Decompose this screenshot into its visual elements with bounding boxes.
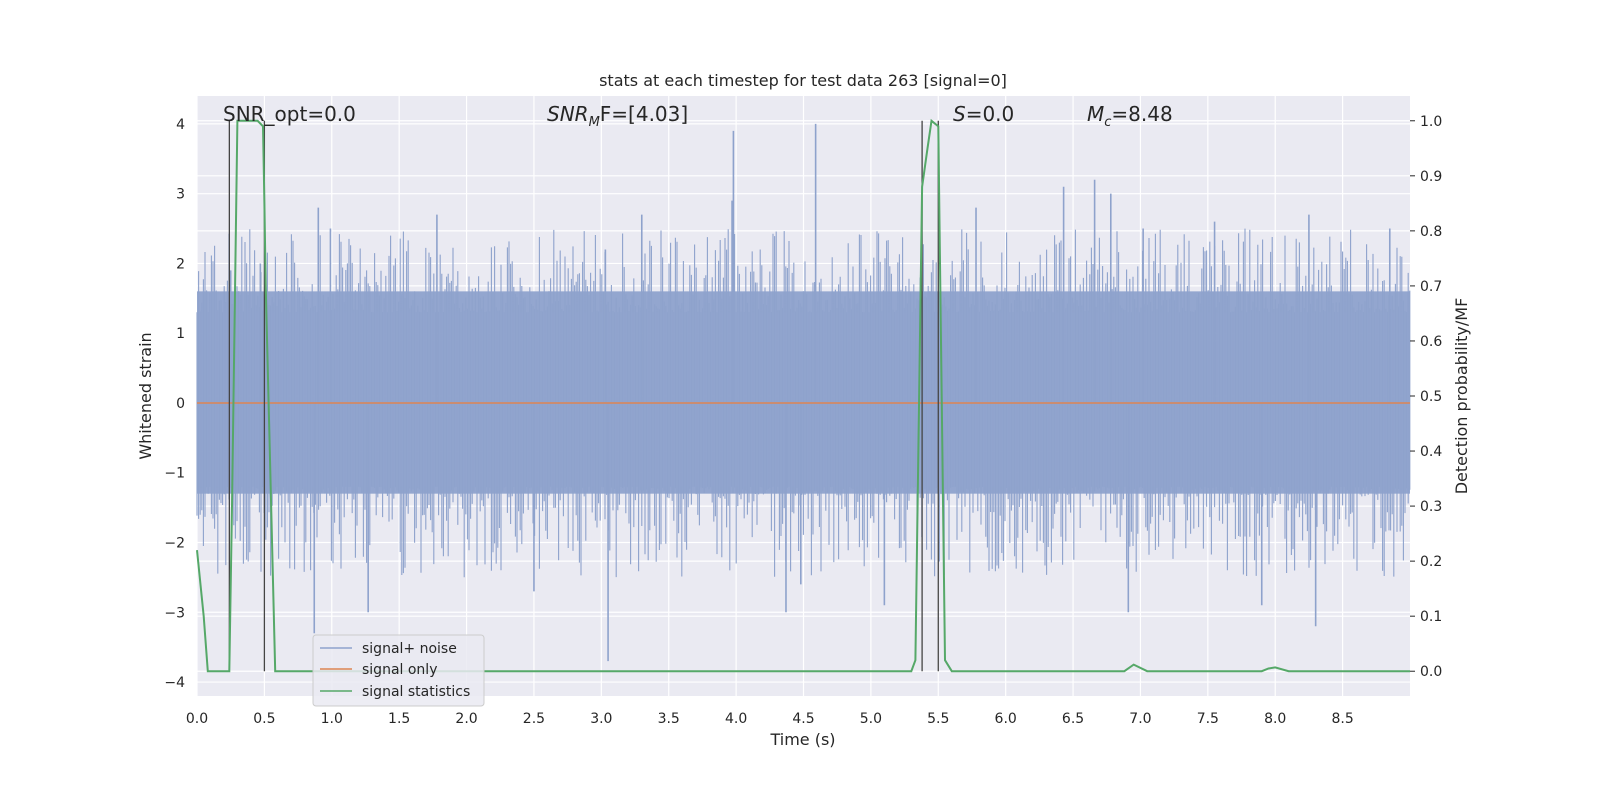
annotation-snr-mf-main: SNR xyxy=(547,102,589,126)
x-tick-label: 1.5 xyxy=(388,711,410,727)
y-axis-label: Whitened strain xyxy=(136,332,155,459)
y-tick-label: −3 xyxy=(164,605,185,621)
y-tick-labels: −4 −3 −2 −1 0 1 2 3 4 xyxy=(164,117,185,691)
annotation-s: S=0.0 xyxy=(953,102,1014,126)
y-tick-label: 0 xyxy=(176,396,185,412)
y-tick-label: −4 xyxy=(164,675,185,691)
annotation-s-rest: =0.0 xyxy=(966,102,1015,126)
legend-label-signal-statistics: signal statistics xyxy=(362,684,470,700)
y-right-tick-label: 0.5 xyxy=(1420,389,1442,405)
noise-trace xyxy=(196,228,1411,578)
x-tick-label: 6.0 xyxy=(995,711,1017,727)
annotation-mc: Mc=8.48 xyxy=(1087,102,1173,130)
x-tick-label: 0.5 xyxy=(253,711,275,727)
annotation-snr-mf: SNRMF=[4.03] xyxy=(547,102,688,130)
annotation-snr-mf-sub: M xyxy=(589,115,600,130)
y-right-tick-labels: 0.0 0.1 0.2 0.3 0.4 0.5 0.6 0.7 0.8 0.9 1.0 xyxy=(1410,114,1442,680)
x-tick-label: 1.0 xyxy=(321,711,343,727)
signal-statistics-line xyxy=(196,118,1410,673)
x-tick-label: 0.0 xyxy=(186,711,208,727)
y-right-tick-label: 0.8 xyxy=(1420,224,1442,240)
annotation-mc-main: M xyxy=(1087,102,1104,126)
y-right-tick-label: 0.9 xyxy=(1420,169,1442,185)
y-tick-label: 2 xyxy=(176,256,185,272)
signal-statistics-series xyxy=(196,118,1410,673)
x-tick-label: 5.5 xyxy=(927,711,949,727)
x-tick-label: 4.5 xyxy=(792,711,814,727)
annotation-snr-opt: SNR_opt=0.0 xyxy=(223,102,356,126)
legend: signal+ noise signal only signal statist… xyxy=(312,634,485,707)
legend-label-signal-noise: signal+ noise xyxy=(362,641,457,657)
x-tick-labels: 0.0 0.5 1.0 1.5 2.0 2.5 3.0 3.5 4.0 4.5 5.0 5.5 6.0 6… xyxy=(186,711,1354,727)
y-right-tick-label: 0.4 xyxy=(1420,444,1442,460)
legend-box xyxy=(312,634,485,707)
x-tick-label: 8.5 xyxy=(1331,711,1353,727)
y-tick-label: 1 xyxy=(176,326,185,342)
x-tick-label: 7.0 xyxy=(1129,711,1151,727)
x-tick-label: 7.5 xyxy=(1197,711,1219,727)
y-right-tick-label: 0.1 xyxy=(1420,609,1442,625)
signal-noise-series xyxy=(196,123,1411,662)
annotation-mc-rest: =8.48 xyxy=(1111,102,1172,126)
x-axis-label: Time (s) xyxy=(769,730,835,749)
x-tick-label: 6.5 xyxy=(1062,711,1084,727)
x-tick-label: 5.0 xyxy=(860,711,882,727)
y-right-tick-label: 1.0 xyxy=(1420,114,1442,130)
x-tick-label: 3.0 xyxy=(590,711,612,727)
legend-label-signal-only: signal only xyxy=(362,662,437,678)
y-right-tick-label: 0.3 xyxy=(1420,499,1442,515)
y-right-tick-label: 0.2 xyxy=(1420,554,1442,570)
annotation-snr-mf-rest: F=[4.03] xyxy=(600,102,688,126)
y-right-tick-label: 0.7 xyxy=(1420,279,1442,295)
y-tick-label: −1 xyxy=(164,466,185,482)
x-tick-label: 2.5 xyxy=(523,711,545,727)
y-right-tick-label: 0.0 xyxy=(1420,664,1442,680)
y-tick-label: −2 xyxy=(164,536,185,552)
x-tick-label: 3.5 xyxy=(658,711,680,727)
annotation-mc-sub: c xyxy=(1104,115,1111,130)
x-tick-label: 4.0 xyxy=(725,711,747,727)
y-tick-label: 4 xyxy=(176,117,185,133)
y-tick-label: 3 xyxy=(176,187,185,203)
y-right-axis-label: Detection probability/MF xyxy=(1452,298,1471,495)
chart-title: stats at each timestep for test data 263… xyxy=(599,71,1007,90)
x-tick-label: 2.0 xyxy=(455,711,477,727)
y-right-tick-label: 0.6 xyxy=(1420,334,1442,350)
x-tick-label: 8.0 xyxy=(1264,711,1286,727)
annotation-s-main: S xyxy=(953,102,966,126)
